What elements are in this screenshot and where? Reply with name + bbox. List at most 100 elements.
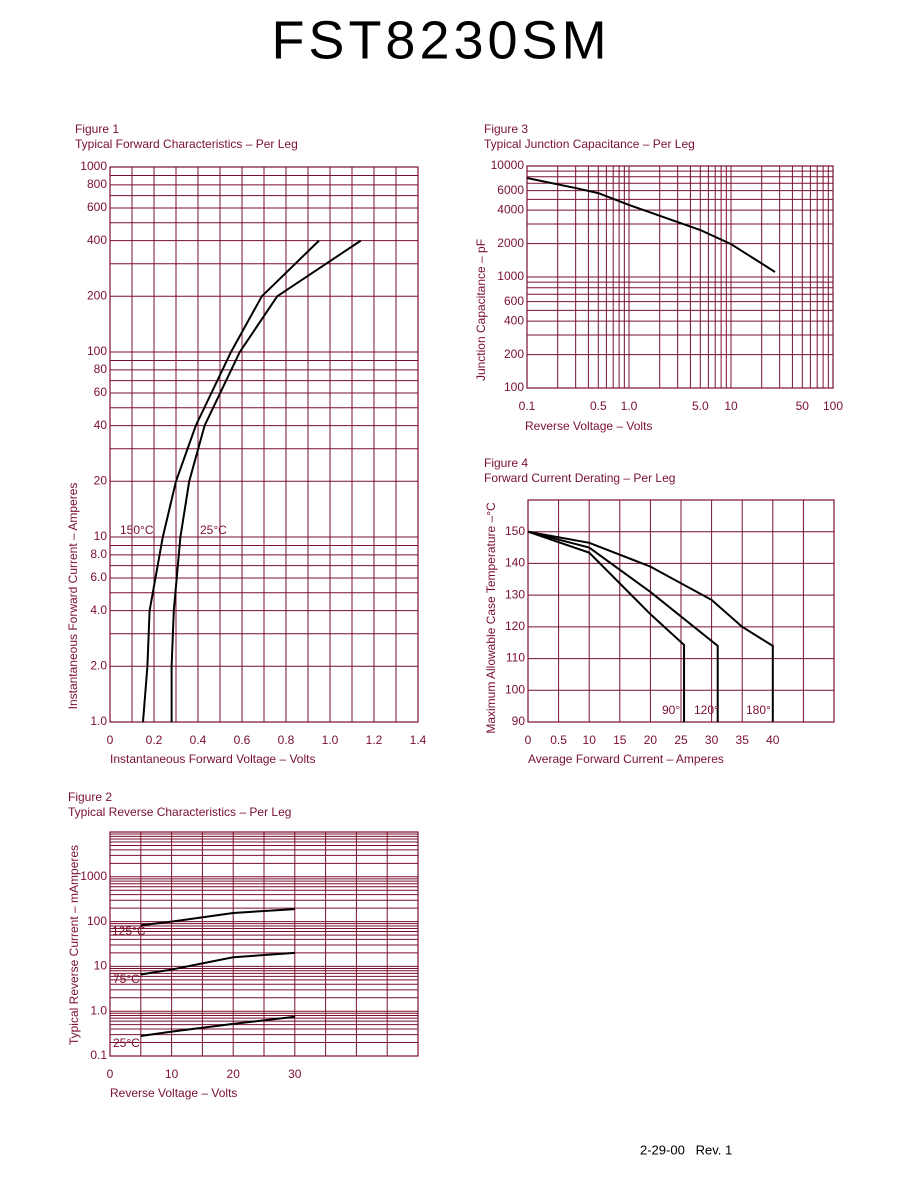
x-tick-label: 15 — [613, 733, 627, 747]
x-tick-label: 0.5 — [590, 399, 607, 413]
y-tick-label: 120 — [505, 619, 525, 633]
x-tick-label: 30 — [705, 733, 719, 747]
series-label: 120° — [694, 703, 719, 717]
y-tick-label: 20 — [94, 473, 108, 487]
curve — [140, 951, 295, 976]
y-tick-label: 200 — [87, 288, 107, 302]
curve — [142, 239, 320, 723]
x-tick-label: 1.0 — [322, 733, 339, 747]
y-tick-label: 2000 — [497, 236, 524, 250]
footer: 2-29-00 Rev. 1 — [640, 1142, 732, 1157]
y-axis-label: Maximum Allowable Case Temperature –°C — [484, 502, 498, 734]
chart-title: Figure 3 — [484, 122, 528, 136]
x-tick-label: 0.4 — [190, 733, 207, 747]
y-tick-label: 100 — [505, 682, 525, 696]
y-tick-label: 1000 — [497, 269, 524, 283]
x-tick-label: 0.2 — [146, 733, 163, 747]
page-title: FST8230SM — [271, 10, 610, 70]
y-tick-label: 60 — [94, 385, 108, 399]
y-tick-label: 90 — [512, 714, 526, 728]
x-tick-label: 20 — [227, 1067, 241, 1081]
x-tick-label: 0.5 — [550, 733, 567, 747]
curve — [140, 1015, 295, 1037]
y-tick-label: 600 — [87, 200, 107, 214]
series-label: 180° — [746, 703, 771, 717]
plot-frame — [109, 831, 419, 1057]
x-tick-label: 10 — [165, 1067, 179, 1081]
y-tick-label: 4000 — [497, 202, 524, 216]
y-tick-label: 1000 — [80, 869, 107, 883]
x-tick-label: 0 — [525, 733, 532, 747]
y-tick-label: 600 — [504, 294, 524, 308]
plot-frame — [109, 166, 419, 723]
x-tick-label: 50 — [796, 399, 810, 413]
y-axis-label: Instantaneous Forward Current – Amperes — [66, 483, 80, 710]
y-tick-label: 2.0 — [90, 658, 107, 672]
x-tick-label: 1.4 — [410, 733, 427, 747]
series-label: 25°C — [200, 523, 227, 537]
chart-subtitle: Forward Current Derating – Per Leg — [484, 471, 675, 485]
y-tick-label: 110 — [506, 651, 525, 665]
series-label: 125°C — [112, 924, 146, 938]
plot-frame — [527, 499, 835, 723]
x-axis-label: Reverse Voltage – Volts — [525, 419, 652, 433]
x-tick-label: 35 — [736, 733, 750, 747]
y-tick-label: 200 — [504, 347, 524, 361]
chart-subtitle: Typical Reverse Characteristics – Per Le… — [68, 805, 291, 819]
y-tick-label: 1000 — [80, 159, 107, 173]
chart-title: Figure 2 — [68, 790, 112, 804]
x-tick-label: 5.0 — [692, 399, 709, 413]
x-tick-label: 0 — [107, 733, 114, 747]
y-tick-label: 100 — [504, 380, 524, 394]
y-tick-label: 80 — [94, 362, 108, 376]
series-label: 25°C — [113, 1036, 140, 1050]
x-tick-label: 0.6 — [234, 733, 251, 747]
curve — [527, 530, 719, 722]
chart-subtitle: Typical Forward Characteristics – Per Le… — [75, 137, 298, 151]
y-tick-label: 150 — [505, 524, 525, 538]
chart-title: Figure 1 — [75, 122, 119, 136]
y-tick-label: 10 — [94, 529, 108, 543]
x-tick-label: 0 — [107, 1067, 114, 1081]
y-tick-label: 40 — [94, 418, 108, 432]
curve — [140, 908, 295, 927]
y-tick-label: 400 — [87, 233, 107, 247]
y-tick-label: 10000 — [491, 158, 525, 172]
curve — [527, 530, 686, 722]
x-tick-label: 10 — [724, 399, 738, 413]
y-axis-label: Junction Capacitance – pF — [474, 239, 488, 381]
chart-title: Figure 4 — [484, 456, 528, 470]
y-tick-label: 6000 — [497, 183, 524, 197]
y-tick-label: 8.0 — [90, 547, 107, 561]
y-tick-label: 400 — [504, 313, 524, 327]
series-label: 75°C — [113, 972, 140, 986]
x-axis-label: Average Forward Current – Amperes — [528, 752, 724, 766]
curve — [170, 239, 362, 722]
x-tick-label: 10 — [583, 733, 597, 747]
y-tick-label: 4.0 — [90, 603, 107, 617]
y-tick-label: 1.0 — [90, 1003, 107, 1017]
y-tick-label: 6.0 — [90, 570, 107, 584]
y-tick-label: 10 — [94, 959, 108, 973]
x-tick-label: 0.1 — [519, 399, 536, 413]
y-tick-label: 100 — [87, 344, 107, 358]
chart-subtitle: Typical Junction Capacitance – Per Leg — [484, 137, 695, 151]
series-label: 90° — [662, 703, 680, 717]
y-tick-label: 140 — [505, 556, 525, 570]
curve — [526, 176, 776, 273]
plot-frame — [526, 165, 834, 389]
x-tick-label: 1.0 — [621, 399, 638, 413]
y-tick-label: 1.0 — [90, 714, 107, 728]
x-axis-label: Reverse Voltage – Volts — [110, 1086, 237, 1100]
x-tick-label: 30 — [288, 1067, 302, 1081]
x-tick-label: 20 — [644, 733, 658, 747]
series-label: 150°C — [120, 523, 154, 537]
x-axis-label: Instantaneous Forward Voltage – Volts — [110, 752, 315, 766]
y-tick-label: 800 — [87, 177, 107, 191]
y-tick-label: 130 — [505, 587, 525, 601]
x-tick-label: 40 — [766, 733, 780, 747]
y-tick-label: 100 — [87, 914, 107, 928]
x-tick-label: 100 — [823, 399, 843, 413]
y-axis-label: Typical Reverse Current – mAmperes — [67, 845, 81, 1045]
x-tick-label: 1.2 — [366, 733, 383, 747]
